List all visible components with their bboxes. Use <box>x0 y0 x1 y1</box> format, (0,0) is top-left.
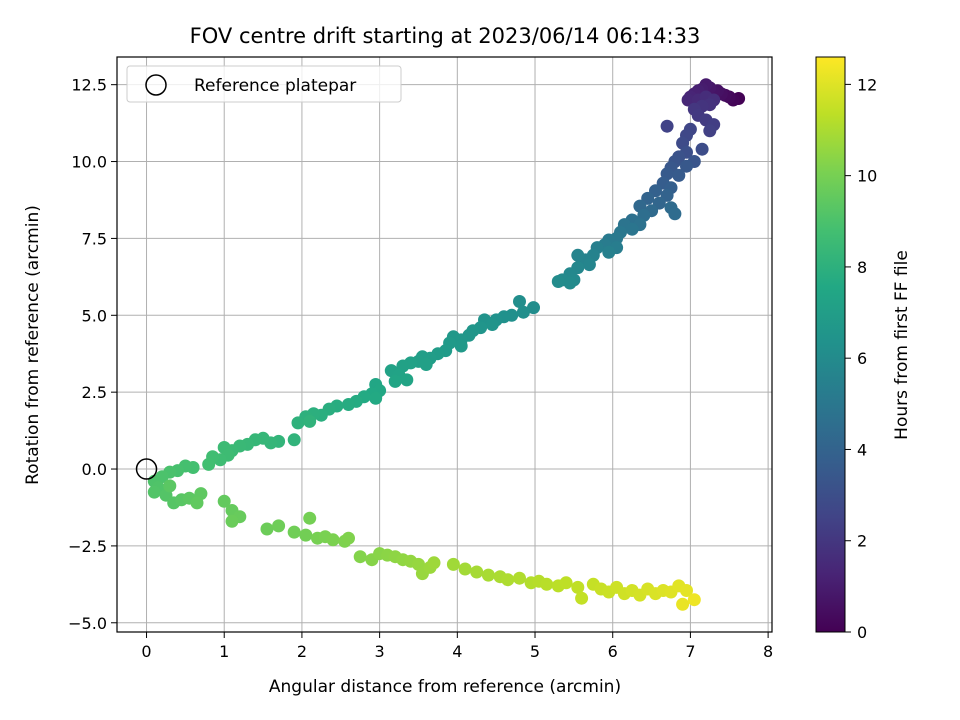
scatter-points <box>147 78 746 611</box>
legend-box <box>126 65 402 103</box>
data-point <box>660 119 674 133</box>
data-point <box>369 391 383 405</box>
x-tick-label: 0 <box>141 642 151 661</box>
x-axis-label: Angular distance from reference (arcmin) <box>269 677 621 697</box>
data-point <box>695 142 709 156</box>
colorbar-tick-label: 12 <box>857 75 877 94</box>
y-axis-label: Rotation from reference (arcmin) <box>23 205 43 485</box>
data-point <box>563 276 577 290</box>
x-tick-label: 4 <box>452 642 462 661</box>
data-point <box>575 591 589 605</box>
x-axis-ticks: 0 1 2 3 4 5 6 7 8 <box>141 632 773 661</box>
y-tick-label: −5.0 <box>68 614 107 633</box>
data-point <box>703 124 717 138</box>
data-point <box>527 301 540 315</box>
colorbar-tick-label: 2 <box>857 532 867 551</box>
data-point <box>190 496 204 510</box>
y-tick-label: 12.5 <box>71 76 107 95</box>
data-point <box>291 416 305 430</box>
colorbar-label: Hours from first FF file <box>892 250 912 440</box>
data-point <box>625 222 639 236</box>
y-tick-label: 5.0 <box>82 306 107 325</box>
x-tick-label: 3 <box>375 642 385 661</box>
data-point <box>540 577 554 591</box>
data-point <box>272 519 286 533</box>
chart-title: FOV centre drift starting at 2023/06/14 … <box>190 24 701 48</box>
y-tick-label: 7.5 <box>82 229 107 248</box>
data-point <box>582 258 596 272</box>
data-point <box>680 159 693 173</box>
y-tick-label: −2.5 <box>68 537 107 556</box>
data-point <box>672 168 686 182</box>
data-point <box>681 93 695 107</box>
data-point <box>559 576 573 590</box>
legend-reference-marker <box>145 74 167 96</box>
colorbar-tick-label: 4 <box>857 440 867 459</box>
y-axis-ticks: −5.0 −2.5 0.0 2.5 5.0 7.5 10.0 12.5 <box>68 76 117 633</box>
data-point <box>458 562 472 576</box>
data-point <box>342 398 355 411</box>
data-point <box>225 514 239 528</box>
data-point <box>571 248 585 262</box>
data-point <box>513 571 526 585</box>
data-point <box>326 533 340 547</box>
x-tick-label: 6 <box>608 642 618 661</box>
data-point <box>217 494 231 508</box>
reference-layer <box>135 458 158 480</box>
data-point <box>147 485 161 499</box>
data-point <box>602 245 616 259</box>
data-point <box>419 358 433 371</box>
data-point <box>676 597 690 611</box>
data-point <box>551 275 565 288</box>
data-point <box>516 305 530 319</box>
data-point <box>687 593 701 607</box>
data-point <box>202 457 216 471</box>
x-tick-label: 2 <box>297 642 307 661</box>
data-point <box>446 557 460 571</box>
data-point <box>303 414 317 428</box>
data-point <box>481 568 495 582</box>
y-tick-label: 0.0 <box>82 460 107 479</box>
data-point <box>668 207 682 221</box>
legend: Reference platepar <box>126 65 402 103</box>
x-tick-label: 7 <box>685 642 695 661</box>
data-point <box>427 556 441 570</box>
data-point <box>680 584 693 597</box>
data-point <box>342 531 355 545</box>
x-tick-label: 5 <box>530 642 540 661</box>
data-point <box>353 550 367 564</box>
data-point <box>571 580 585 594</box>
data-point <box>454 339 468 353</box>
data-point <box>513 295 526 308</box>
colorbar-tick-label: 8 <box>857 258 867 277</box>
y-tick-label: 10.0 <box>71 153 107 172</box>
data-point <box>470 565 484 579</box>
legend-reference-label: Reference platepar <box>194 76 356 96</box>
colorbar <box>815 56 846 633</box>
grid-lines <box>117 57 772 632</box>
data-point <box>400 373 414 387</box>
data-point <box>303 511 317 525</box>
y-tick-label: 2.5 <box>82 383 107 402</box>
colorbar-ticks: 0 2 4 6 8 10 12 <box>845 75 877 642</box>
data-point <box>388 374 402 388</box>
data-point <box>287 433 301 447</box>
x-tick-label: 8 <box>763 642 773 661</box>
data-point <box>163 479 177 493</box>
data-point <box>501 573 515 587</box>
colorbar-tick-label: 10 <box>857 167 877 186</box>
x-tick-label: 1 <box>219 642 229 661</box>
colorbar-tick-label: 0 <box>857 623 867 642</box>
data-point <box>299 528 313 542</box>
colorbar-tick-label: 6 <box>857 349 867 368</box>
plot-frame <box>116 56 773 633</box>
data-point <box>485 318 499 331</box>
data-point <box>260 522 274 536</box>
reference-platepar-point <box>135 458 158 480</box>
data-point <box>287 525 301 539</box>
